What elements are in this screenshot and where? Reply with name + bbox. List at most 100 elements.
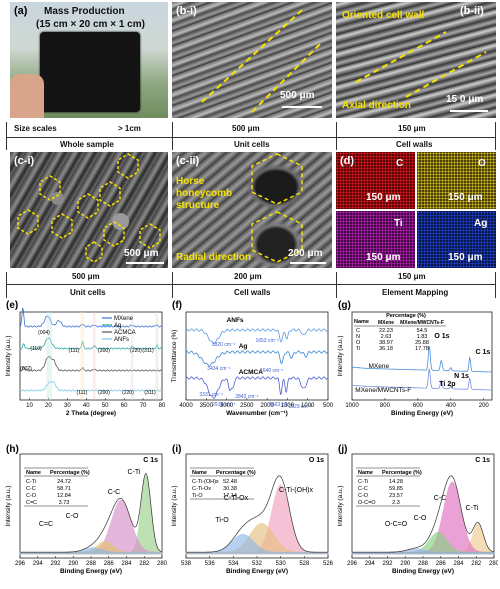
x-tick-label: 282 bbox=[471, 561, 482, 567]
scale-row-2-line bbox=[6, 284, 496, 285]
sample-block bbox=[40, 32, 140, 112]
map-ag-scale: 150 μm bbox=[448, 252, 483, 263]
table-cell: C-C bbox=[358, 486, 368, 492]
panel-label: (f) bbox=[172, 300, 182, 311]
peak-band bbox=[46, 312, 53, 400]
table-cell: C-O bbox=[358, 493, 369, 499]
chart-title: O 1s bbox=[309, 457, 324, 464]
scale-row-2-v1: 500 μm bbox=[72, 272, 100, 281]
peak-band bbox=[92, 312, 96, 400]
scale-bar-c-ii bbox=[290, 262, 326, 264]
map-o bbox=[417, 152, 496, 209]
x-axis-label: Binding Energy (eV) bbox=[226, 568, 288, 575]
tick bbox=[172, 272, 173, 298]
y-axis-label: Intensity (a.u.) bbox=[337, 335, 344, 376]
table-cell: 36.18 bbox=[379, 346, 393, 352]
series-line-acmca bbox=[185, 376, 329, 399]
x-tick-label: 288 bbox=[418, 561, 429, 567]
component-label: C-O bbox=[66, 513, 79, 520]
honeycomb-text: honeycomb bbox=[176, 188, 233, 199]
panel-label: (j) bbox=[338, 444, 347, 455]
x-tick-label: 2000 bbox=[260, 403, 274, 409]
x-tick-label: 530 bbox=[276, 561, 287, 567]
tick bbox=[6, 272, 7, 298]
chart-e-xrd: 10 20 30 40 50 60 70 80 2 Theta (degree) Intensit… bbox=[5, 300, 166, 417]
panel-c-ii-label: (c-ii) bbox=[176, 155, 200, 167]
peak-label: O 1s bbox=[434, 333, 449, 340]
peak-label: (110) bbox=[30, 346, 42, 352]
scale-row-1-v3: 150 μm bbox=[398, 124, 426, 133]
yellow-arrows-b-i bbox=[201, 9, 323, 113]
x-tick-label: 292 bbox=[50, 561, 61, 567]
scale-bar-b-ii bbox=[450, 110, 488, 112]
fit-component bbox=[19, 475, 163, 555]
x-tick-label: 534 bbox=[228, 561, 239, 567]
peak-label: 3434 cm⁻¹ bbox=[207, 366, 231, 372]
map-o-scale: 150 μm bbox=[448, 192, 483, 203]
table-cell: C-Ti-(OH)x bbox=[192, 479, 219, 485]
table-cell: C-Ti-Ox bbox=[192, 486, 211, 492]
photo-whole-sample: (a) Mass Production (15 cm × 20 cm × 1 c… bbox=[10, 2, 168, 118]
axial-direction-text: Axial direction bbox=[342, 100, 411, 111]
x-tick-label: 526 bbox=[323, 561, 334, 567]
series-label: ANFs bbox=[227, 317, 244, 324]
table-cell: 17.14 bbox=[223, 493, 237, 499]
legend-label: MXene bbox=[114, 316, 134, 322]
x-tick-label: 294 bbox=[365, 561, 376, 567]
table-cell: O-C=O bbox=[358, 500, 376, 506]
peak-band bbox=[155, 312, 159, 400]
scale-row-1-c3: Cell walls bbox=[396, 140, 433, 149]
x-axis-label: 2 Theta (degree) bbox=[66, 410, 116, 417]
map-o-element: O bbox=[478, 158, 486, 169]
x-tick-label: 2500 bbox=[240, 403, 254, 409]
fit-envelope bbox=[20, 473, 162, 553]
x-tick-label: 40 bbox=[83, 403, 90, 409]
x-tick-label: 286 bbox=[104, 561, 115, 567]
table-cell: 54.5 bbox=[417, 328, 428, 334]
peak-label: N 1s bbox=[454, 373, 469, 380]
x-tick-label: 528 bbox=[299, 561, 310, 567]
chart-h-c1s: 296 294 292 290 288 286 284 282 280 Binding Energ… bbox=[5, 444, 168, 575]
component-label: C-Ti bbox=[128, 469, 141, 476]
sem-b-ii: (b-ii) Oriented cell wall Axial directio… bbox=[336, 2, 496, 118]
series-line-ag bbox=[185, 350, 329, 367]
x-tick-label: 532 bbox=[252, 561, 263, 567]
panel-label: (i) bbox=[172, 444, 181, 455]
peak-label: 1640 cm⁻¹ bbox=[260, 368, 284, 374]
x-tick-label: 60 bbox=[121, 403, 128, 409]
panel-label: (e) bbox=[6, 300, 18, 311]
x-tick-label: 800 bbox=[380, 403, 391, 409]
x-tick-label: 4000 bbox=[179, 403, 193, 409]
table-cell: 1.83 bbox=[417, 334, 428, 340]
table-cell: 12.84 bbox=[57, 493, 71, 499]
size-scales-label: Size scales bbox=[14, 124, 57, 133]
table-cell: Ti-O bbox=[192, 493, 203, 499]
y-axis-label: Intensity (a.u.) bbox=[337, 485, 344, 526]
peak-label: (002) bbox=[20, 366, 32, 372]
x-tick-label: 284 bbox=[453, 561, 464, 567]
chart-title: C 1s bbox=[475, 457, 490, 464]
map-ag-element: Ag bbox=[474, 218, 488, 229]
yellow-arrows-b-ii bbox=[355, 31, 487, 98]
x-tick-label: 286 bbox=[436, 561, 447, 567]
table-cell: 52.48 bbox=[223, 479, 237, 485]
peak-label: (200) bbox=[98, 348, 110, 354]
x-tick-label: 600 bbox=[413, 403, 424, 409]
panel-c-i-label: (c-i) bbox=[14, 155, 35, 167]
series-line-anfs bbox=[185, 328, 329, 345]
peak-label: 1663 cm⁻¹ bbox=[269, 402, 293, 408]
scale-text-b-ii: 15 0 μm bbox=[446, 94, 484, 105]
table-cell: 2.3 bbox=[392, 500, 400, 506]
panel-a-title-2: (15 cm × 20 cm × 1 cm) bbox=[36, 19, 145, 30]
x-tick-label: 292 bbox=[382, 561, 393, 567]
peak-label: (004) bbox=[38, 330, 50, 336]
peak-label: 2918 cm⁻¹ bbox=[212, 402, 236, 408]
scale-bar-b-i bbox=[282, 106, 322, 108]
table-header: Percentage (%) bbox=[386, 313, 426, 319]
table-cell: 30.38 bbox=[223, 486, 237, 492]
map-ti-element: Ti bbox=[394, 218, 403, 229]
table-cell: C-Ti bbox=[358, 479, 368, 485]
peak-label: (220) bbox=[130, 348, 142, 354]
scale-row-2-c2: Cell walls bbox=[234, 288, 271, 297]
x-tick-label: 284 bbox=[121, 561, 132, 567]
